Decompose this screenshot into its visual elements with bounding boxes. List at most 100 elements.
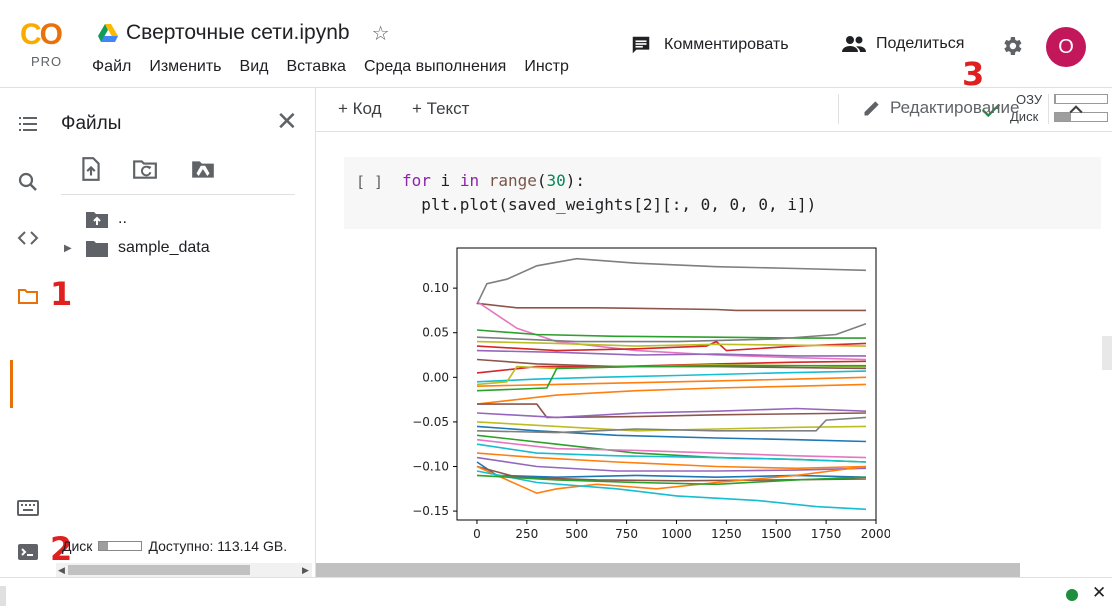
- scrollbar-thumb[interactable]: [68, 565, 250, 575]
- code-line-1[interactable]: for i in range(30):: [402, 171, 585, 190]
- files-panel: Файлы ✕ .. ▶ sample_data: [46, 88, 316, 577]
- ram-label: ОЗУ: [1016, 92, 1043, 107]
- table-of-contents-icon[interactable]: [16, 112, 40, 136]
- x-tick-label: 500: [565, 527, 588, 541]
- notebook-horizontal-scrollbar[interactable]: [316, 563, 1020, 577]
- notebook-title[interactable]: Сверточные сети.ipynb: [126, 21, 350, 44]
- comment-button[interactable]: Комментировать: [630, 34, 789, 56]
- code-line-2[interactable]: plt.plot(saved_weights[2][:, 0, 0, 0, i]…: [402, 195, 817, 214]
- x-tick-label: 1500: [761, 527, 792, 541]
- command-palette-icon[interactable]: [16, 496, 40, 520]
- menu-view[interactable]: Вид: [239, 58, 269, 75]
- series-line-22: [476, 443, 867, 463]
- series-line-3: [476, 329, 866, 339]
- code-keyword-in: in: [459, 171, 480, 190]
- y-tick-label: 0.05: [422, 326, 449, 340]
- comment-label: Комментировать: [664, 36, 789, 53]
- tree-item-label: ..: [118, 210, 127, 227]
- toolbar-divider: [61, 194, 295, 195]
- menu-file[interactable]: Файл: [92, 58, 132, 75]
- close-status-icon[interactable]: ✕: [1092, 583, 1107, 602]
- active-tab-indicator: [10, 360, 13, 408]
- menu-runtime[interactable]: Среда выполнения: [363, 58, 507, 75]
- code-builtin: range: [488, 171, 537, 190]
- status-bar: ✕: [0, 577, 1112, 609]
- y-tick-label: −0.10: [412, 459, 449, 473]
- disk-usage-bar: [98, 541, 143, 551]
- panel-grip[interactable]: [0, 586, 6, 606]
- ram-usage-fill: [1055, 95, 1057, 103]
- connection-status-dot: [1066, 589, 1078, 601]
- settings-gear-icon[interactable]: [1000, 34, 1024, 58]
- menu-bar: Файл Изменить Вид Вставка Среда выполнен…: [92, 58, 608, 76]
- series-line-16: [476, 407, 867, 419]
- menu-tools[interactable]: Инстр: [524, 58, 569, 75]
- scroll-left-icon[interactable]: ◀: [58, 565, 65, 575]
- upload-file-icon[interactable]: [78, 156, 104, 182]
- series-line-13: [476, 364, 866, 392]
- annotation-2: 2: [50, 530, 73, 568]
- series-line-23: [476, 452, 867, 470]
- x-tick-label: 0: [473, 527, 481, 541]
- annotation-3: 3: [962, 55, 985, 93]
- expand-arrow-icon[interactable]: ▶: [64, 242, 72, 254]
- series-line-24: [476, 456, 867, 472]
- files-panel-title: Файлы: [61, 113, 122, 134]
- menu-edit[interactable]: Изменить: [149, 58, 222, 75]
- refresh-folder-icon[interactable]: [132, 156, 158, 182]
- plot-frame: [456, 247, 877, 521]
- series-line-1: [476, 302, 866, 312]
- scroll-right-icon[interactable]: ▶: [302, 565, 309, 575]
- tree-item-label: sample_data: [118, 239, 210, 256]
- disk-usage: Диск Доступно: 113.14 GB.: [46, 538, 287, 554]
- colab-logo[interactable]: CO PRO: [20, 20, 76, 70]
- code-cell[interactable]: [ ] for i in range(30): plt.plot(saved_w…: [344, 157, 1101, 229]
- editing-mode-button[interactable]: Редактирование: [862, 98, 1020, 118]
- folder-icon: [86, 241, 108, 257]
- folder-icon[interactable]: [16, 284, 40, 308]
- title-row: Сверточные сети.ipynb ☆: [98, 18, 390, 48]
- collapse-chevron-up-icon[interactable]: [1066, 100, 1086, 120]
- code-snippets-icon[interactable]: [16, 226, 40, 250]
- x-tick-label: 1750: [811, 527, 842, 541]
- disk-label: Диск: [62, 538, 93, 554]
- search-icon[interactable]: [16, 170, 40, 194]
- ram-usage-bar: [1054, 94, 1108, 104]
- add-text-button[interactable]: + Текст: [412, 99, 470, 118]
- tree-item-sample-data[interactable]: ▶ sample_data: [64, 239, 210, 257]
- series-line-21: [476, 438, 867, 459]
- close-icon[interactable]: ✕: [276, 106, 298, 136]
- mount-drive-icon[interactable]: [190, 156, 216, 182]
- checkmark-icon: [981, 103, 1001, 118]
- terminal-icon[interactable]: [16, 540, 40, 564]
- notebook-vertical-scrollbar[interactable]: [1102, 336, 1112, 370]
- logo-o: O: [39, 18, 63, 51]
- series-line-14: [476, 383, 867, 405]
- user-avatar[interactable]: O: [1046, 27, 1086, 67]
- logo-text: CO: [20, 18, 63, 51]
- share-button[interactable]: Поделиться: [842, 34, 964, 54]
- pencil-icon: [864, 101, 879, 116]
- logo-c: C: [20, 18, 42, 51]
- series-line-0: [476, 257, 867, 305]
- code-var: i: [430, 171, 460, 190]
- files-horizontal-scrollbar[interactable]: ◀ ▶: [56, 563, 312, 577]
- share-label: Поделиться: [876, 35, 965, 52]
- menu-insert[interactable]: Вставка: [286, 58, 346, 75]
- add-code-button[interactable]: + Код: [338, 99, 382, 118]
- logo-pro: PRO: [31, 54, 63, 69]
- series-line-15: [477, 403, 867, 419]
- y-tick-label: −0.15: [412, 504, 449, 518]
- y-tick-label: 0.00: [422, 370, 449, 384]
- app-header: CO PRO Сверточные сети.ipynb ☆ Файл Изме…: [0, 0, 1112, 88]
- toolbar-divider: [838, 94, 839, 124]
- x-tick-label: 250: [515, 527, 538, 541]
- tree-item-parent[interactable]: ..: [64, 210, 127, 228]
- run-cell-button[interactable]: [ ]: [356, 173, 384, 191]
- output-line-chart: 0 250 500 750 1000 1250 1500 1750 2000 0.10 0.05 0.…: [412, 247, 890, 541]
- series-line-29: [476, 474, 867, 486]
- toolbar-divider: [1048, 94, 1049, 124]
- star-icon[interactable]: ☆: [371, 22, 390, 45]
- resources-indicator[interactable]: ОЗУ Диск ▼: [980, 88, 1112, 132]
- series-line-11: [476, 376, 867, 387]
